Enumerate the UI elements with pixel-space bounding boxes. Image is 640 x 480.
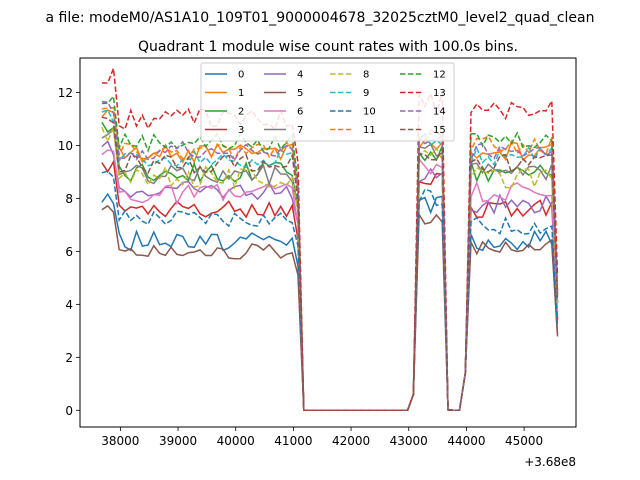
legend-box <box>200 62 455 142</box>
axes-frame <box>79 57 577 428</box>
figure-suptitle: a file: modeM0/AS1A10_109T01_9000004678_… <box>46 10 595 26</box>
legend-label-10: 10 <box>363 107 376 118</box>
y-tick-label: 8 <box>65 192 73 206</box>
x-tick-label: 40000 <box>217 434 255 448</box>
y-tick-label: 0 <box>65 404 73 418</box>
legend-label-12: 12 <box>433 70 446 81</box>
x-tick-label: 44000 <box>447 434 485 448</box>
series-line-9 <box>101 108 559 412</box>
x-tick-label: 42000 <box>332 434 370 448</box>
legend-label-8: 8 <box>363 70 369 81</box>
legend-label-6: 6 <box>297 107 303 118</box>
y-tick-label: 4 <box>65 298 73 312</box>
legend-label-5: 5 <box>297 88 303 99</box>
y-axis: 0 2 4 6 8 10 12 <box>58 86 80 418</box>
series-layer <box>101 68 559 412</box>
y-tick-label: 2 <box>65 351 73 365</box>
series-line-14 <box>101 100 559 412</box>
y-tick-label: 10 <box>58 139 73 153</box>
series-line-15 <box>101 116 559 412</box>
legend-label-0: 0 <box>238 70 244 81</box>
x-tick-label: 41000 <box>274 434 312 448</box>
legend-label-1: 1 <box>238 88 244 99</box>
x-axis: 38000 39000 40000 41000 42000 43000 44000 45000 <box>101 427 543 448</box>
series-line-8 <box>101 125 559 412</box>
chart-title: Quadrant 1 module wise count rates with … <box>138 39 518 55</box>
legend-label-15: 15 <box>433 125 446 136</box>
x-tick-label: 39000 <box>159 434 197 448</box>
y-tick-label: 6 <box>65 245 73 259</box>
legend-label-14: 14 <box>433 107 446 118</box>
series-line-11 <box>101 106 559 412</box>
y-tick-label: 12 <box>58 86 73 100</box>
series-line-13 <box>101 68 559 412</box>
x-tick-label: 38000 <box>101 434 139 448</box>
legend-label-7: 7 <box>297 125 303 136</box>
x-offset-label: +3.68e8 <box>524 455 576 469</box>
legend-label-13: 13 <box>433 88 446 99</box>
legend-label-4: 4 <box>297 70 303 81</box>
x-tick-label: 43000 <box>390 434 428 448</box>
x-tick-label: 45000 <box>505 434 543 448</box>
legend-label-2: 2 <box>238 107 244 118</box>
legend-label-11: 11 <box>363 125 376 136</box>
legend-label-3: 3 <box>238 125 244 136</box>
legend-label-9: 9 <box>363 88 369 99</box>
